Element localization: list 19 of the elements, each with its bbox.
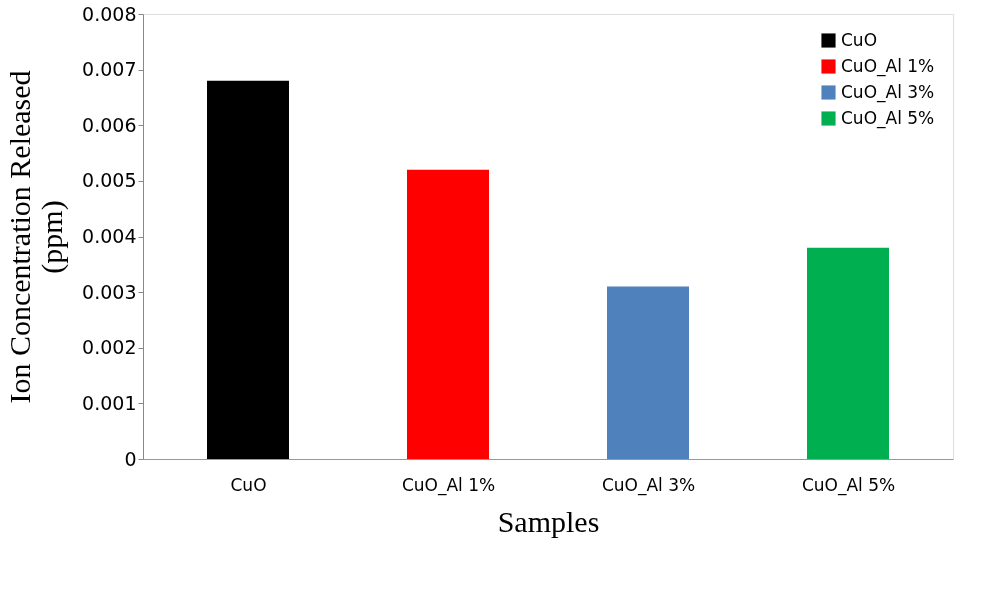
x-axis-title: Samples xyxy=(497,504,600,538)
y-tick-label: 0.001 xyxy=(82,391,137,414)
x-tick-label: CuO_Al 3% xyxy=(601,474,696,496)
y-tick-label: 0.004 xyxy=(82,225,137,247)
y-tick-label: 0.006 xyxy=(82,113,137,136)
y-axis-title: Ion Concentration Released (ppm) xyxy=(3,70,70,404)
x-tick-label: CuO_Al 5% xyxy=(801,474,896,496)
y-tick-label: 0.005 xyxy=(82,169,137,192)
legend-label: CuO xyxy=(841,29,878,50)
x-tick-label: CuO xyxy=(230,474,267,495)
legend-label: CuO_Al 1% xyxy=(841,55,935,77)
x-tick-label: CuO_Al 1% xyxy=(401,474,496,496)
y-tick-label: 0.003 xyxy=(82,280,137,303)
y-tick-label: 0.008 xyxy=(82,2,137,25)
y-tick-label: 0 xyxy=(124,447,137,470)
legend-label: CuO_Al 5% xyxy=(841,107,935,129)
y-tick-label: 0.007 xyxy=(82,58,137,81)
legend-label: CuO_Al 3% xyxy=(841,81,935,103)
y-tick-label: 0.002 xyxy=(82,336,137,359)
